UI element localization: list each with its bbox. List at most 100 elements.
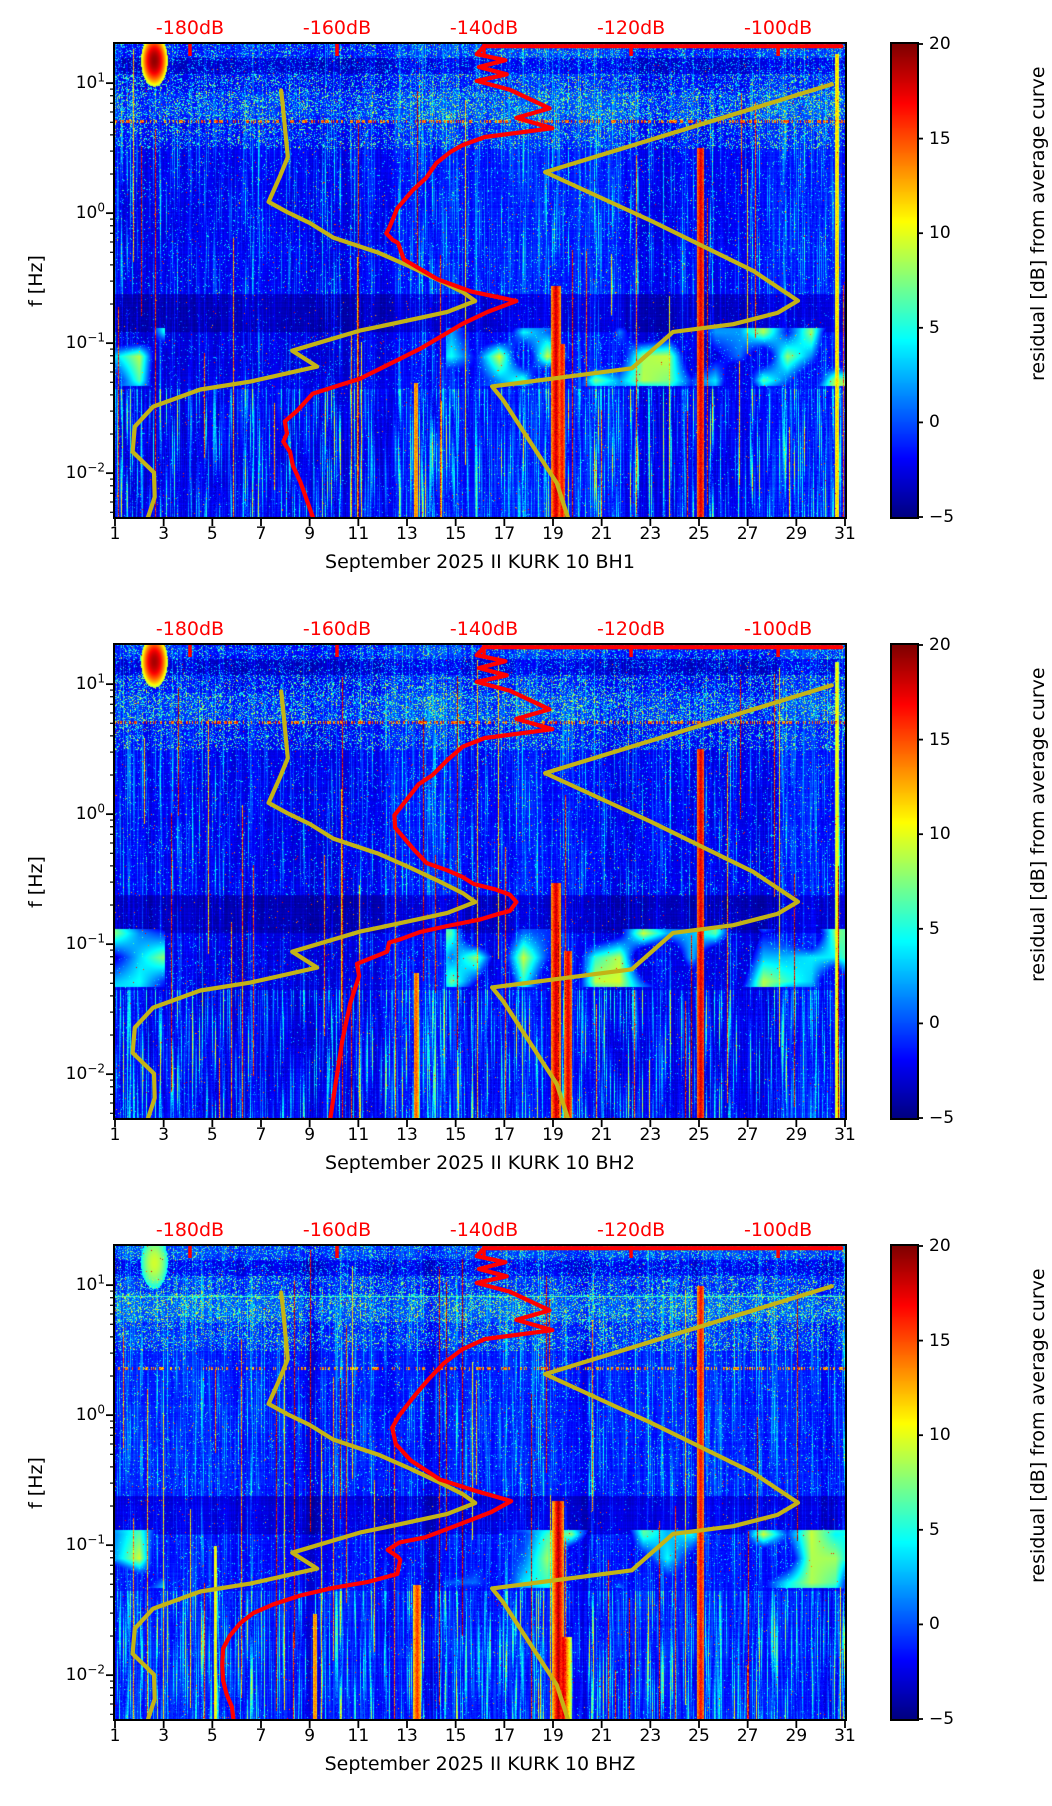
x-tick-label: 7 <box>255 1125 267 1145</box>
top-db-tick-label: -100dB <box>743 17 813 39</box>
y-tick-label: 101 <box>75 70 105 94</box>
y-tick-label: 101 <box>75 1272 105 1296</box>
panel-xlabel: September 2025 II KURK 10 BHZ <box>324 1753 636 1775</box>
spectrogram-heatmap <box>115 44 845 517</box>
x-tick-label: 17 <box>493 1726 516 1746</box>
spectrogram-heatmap <box>115 1246 845 1719</box>
x-tick-label: 9 <box>304 524 316 544</box>
x-tick-label: 11 <box>347 1125 370 1145</box>
x-tick-label: 21 <box>590 1726 613 1746</box>
top-db-tick-label: -180dB <box>155 618 225 640</box>
colorbar-label: residual [dB] from average curve <box>1027 66 1049 381</box>
colorbar-tick-label: −5 <box>929 1709 955 1729</box>
x-tick-label: 25 <box>688 1125 710 1145</box>
x-tick-label: 7 <box>255 524 267 544</box>
top-db-tick-label: -140dB <box>449 618 519 640</box>
colorbar-tick-label: 5 <box>929 1519 940 1540</box>
average-psd-curve <box>328 645 844 1118</box>
axis-ticks <box>106 644 923 1127</box>
x-tick-label: 3 <box>158 1726 170 1746</box>
spectrogram-panel-bh2: September 2025 II KURK 10 BH2 f [Hz] res… <box>0 618 1052 1246</box>
x-tick-label: 31 <box>834 1125 856 1145</box>
x-tick-label: 11 <box>347 524 370 544</box>
x-tick-label: 1 <box>109 1125 121 1145</box>
colorbar-tick-label: 0 <box>929 1614 940 1635</box>
colorbar-tick-label: 10 <box>929 1425 951 1446</box>
spectrogram-heatmap <box>115 645 845 1118</box>
x-tick-label: 27 <box>736 1726 759 1746</box>
y-tick-label: 10−2 <box>65 1662 105 1686</box>
y-tick-label: 10−1 <box>65 931 105 955</box>
x-tick-label: 7 <box>255 1726 267 1746</box>
x-tick-label: 17 <box>493 524 516 544</box>
x-tick-label: 15 <box>444 524 467 544</box>
axis-ticks <box>106 43 923 526</box>
top-db-tick-label: -100dB <box>743 618 813 640</box>
x-tick-label: 5 <box>206 1726 218 1746</box>
x-tick-label: 29 <box>785 1125 808 1145</box>
noise-model-low-curve <box>130 1290 478 1719</box>
x-tick-label: 1 <box>109 1726 121 1746</box>
curves-overlay <box>130 645 844 1118</box>
x-tick-label: 19 <box>542 1125 564 1145</box>
y-tick-label: 100 <box>75 200 105 224</box>
x-tick-label: 31 <box>834 1726 856 1746</box>
colorbar-tick-label: 20 <box>929 1236 951 1256</box>
x-tick-label: 9 <box>304 1125 316 1145</box>
y-tick-label: 100 <box>75 1402 105 1426</box>
x-tick-label: 21 <box>590 524 613 544</box>
x-tick-label: 23 <box>639 1726 662 1746</box>
panel-xlabel: September 2025 II KURK 10 BH1 <box>325 551 635 573</box>
colorbar-tick-label: 20 <box>929 635 951 655</box>
colorbar-tick-label: 15 <box>929 729 951 750</box>
panel-xlabel: September 2025 II KURK 10 BH2 <box>325 1152 635 1174</box>
y-tick-label: 10−1 <box>65 330 105 354</box>
x-tick-label: 15 <box>444 1125 467 1145</box>
x-tick-label: 15 <box>444 1726 467 1746</box>
spectrogram-panel-bh1: September 2025 II KURK 10 BH1 f [Hz] res… <box>0 17 1052 645</box>
colorbar-tick-label: 15 <box>929 1330 951 1351</box>
top-db-tick-label: -160dB <box>302 17 372 39</box>
x-tick-label: 27 <box>736 1125 759 1145</box>
x-tick-label: 9 <box>304 1726 316 1746</box>
y-tick-label: 10−2 <box>65 1061 105 1085</box>
y-tick-label: 100 <box>75 801 105 825</box>
noise-model-high-curve <box>490 1284 834 1719</box>
colorbar-tick-label: −5 <box>929 1108 955 1128</box>
x-tick-label: 13 <box>396 524 418 544</box>
x-tick-label: 29 <box>785 524 808 544</box>
top-db-tick-label: -180dB <box>155 17 225 39</box>
colorbar-tick-label: 20 <box>929 34 951 54</box>
x-tick-label: 27 <box>736 524 759 544</box>
colorbar <box>892 1246 917 1719</box>
x-tick-label: 11 <box>347 1726 370 1746</box>
noise-model-high-curve <box>490 82 834 517</box>
average-psd-curve <box>220 1246 844 1719</box>
noise-model-low-curve <box>130 88 478 517</box>
top-db-tick-label: -100dB <box>743 1219 813 1241</box>
x-tick-label: 25 <box>688 524 710 544</box>
colorbar-tick-label: 5 <box>929 918 940 939</box>
colorbar-tick-label: 0 <box>929 412 940 433</box>
average-psd-curve <box>281 44 844 517</box>
x-tick-label: 13 <box>396 1726 418 1746</box>
x-tick-label: 21 <box>590 1125 613 1145</box>
top-db-tick-label: -160dB <box>302 618 372 640</box>
colorbar-tick-label: 10 <box>929 223 951 244</box>
colorbar-tick-label: −5 <box>929 507 955 527</box>
top-db-tick-label: -120dB <box>596 618 666 640</box>
noise-model-high-curve <box>490 683 834 1118</box>
x-tick-label: 17 <box>493 1125 516 1145</box>
x-tick-label: 1 <box>109 524 121 544</box>
top-db-tick-label: -140dB <box>449 1219 519 1241</box>
x-tick-label: 5 <box>206 524 218 544</box>
top-db-tick-label: -160dB <box>302 1219 372 1241</box>
y-tick-label: 101 <box>75 671 105 695</box>
colorbar-tick-label: 15 <box>929 128 951 149</box>
colorbar-tick-label: 10 <box>929 824 951 845</box>
axis-ticks <box>106 1245 923 1728</box>
curves-overlay <box>130 44 844 517</box>
top-db-tick-label: -140dB <box>449 17 519 39</box>
colorbar-label: residual [dB] from average curve <box>1027 667 1049 982</box>
